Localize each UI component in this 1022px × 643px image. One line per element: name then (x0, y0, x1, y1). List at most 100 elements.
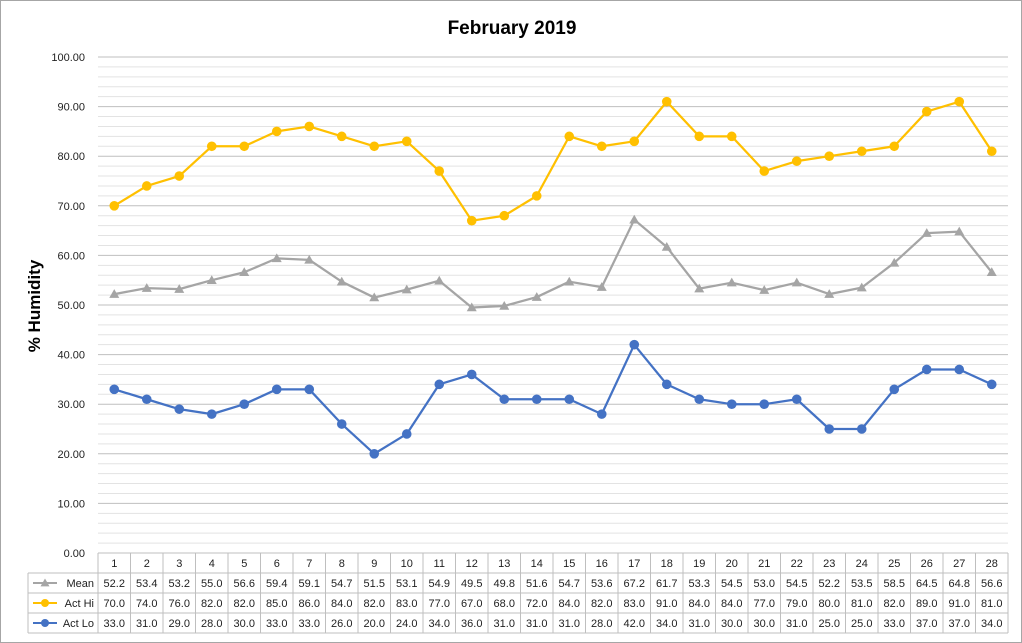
data-point-act-lo (434, 379, 445, 390)
y-tick-label: 20.00 (57, 449, 85, 461)
x-tick-label: 14 (531, 558, 543, 570)
data-label: 68.0 (494, 598, 515, 610)
x-tick-label: 27 (953, 558, 965, 570)
data-point-mean (369, 292, 380, 302)
data-label: 31.0 (136, 618, 157, 630)
x-tick-label: 25 (888, 558, 900, 570)
data-label: 29.0 (169, 618, 190, 630)
data-label: 74.0 (136, 598, 157, 610)
x-tick-label: 20 (726, 558, 738, 570)
data-label: 76.0 (169, 598, 190, 610)
data-label: 61.7 (656, 578, 677, 590)
data-point-act-hi (629, 136, 640, 147)
y-tick-label: 70.00 (57, 201, 85, 213)
data-label: 28.0 (201, 618, 222, 630)
data-point-act-lo (304, 384, 315, 395)
x-tick-label: 18 (661, 558, 673, 570)
data-label: 53.6 (591, 578, 612, 590)
data-label: 31.0 (526, 618, 547, 630)
x-tick-label: 1 (111, 558, 117, 570)
y-tick-label: 100.00 (51, 52, 85, 64)
data-label: 49.5 (461, 578, 482, 590)
x-tick-label: 16 (596, 558, 608, 570)
gridlines (98, 56, 1008, 554)
data-point-act-hi (596, 141, 607, 152)
data-point-act-hi (239, 141, 250, 152)
data-point-mean (954, 226, 965, 236)
data-point-act-hi (986, 146, 997, 157)
data-point-act-hi (499, 210, 510, 221)
data-point-act-lo (564, 394, 575, 405)
data-point-act-hi (271, 126, 282, 137)
x-tick-label: 9 (371, 558, 377, 570)
data-point-mean (661, 241, 672, 251)
data-label: 30.0 (234, 618, 255, 630)
data-label: 28.0 (591, 618, 612, 630)
data-point-act-lo (726, 399, 737, 410)
y-axis-label: % Humidity (25, 259, 44, 352)
data-point-mean (174, 284, 185, 293)
data-point-mean (856, 282, 867, 292)
data-point-act-lo (856, 424, 867, 434)
data-point-act-lo (141, 394, 152, 405)
data-label: 86.0 (299, 598, 320, 610)
legend-entry-act-lo: Act Lo (63, 618, 94, 630)
x-tick-label: 21 (758, 558, 770, 570)
data-label: 31.0 (786, 618, 807, 630)
data-label: 82.0 (591, 598, 612, 610)
data-point-mean (564, 276, 575, 286)
data-point-act-lo (921, 364, 932, 375)
data-label: 56.6 (981, 578, 1002, 590)
data-label: 82.0 (364, 598, 385, 610)
data-label: 59.1 (299, 578, 320, 590)
data-point-act-lo (369, 449, 380, 459)
data-point-mean (694, 283, 705, 293)
y-tick-label: 50.00 (57, 300, 85, 312)
y-tick-label: 10.00 (57, 498, 85, 510)
data-label: 34.0 (981, 618, 1002, 630)
data-point-act-lo (759, 399, 770, 410)
data-label: 25.0 (819, 618, 840, 630)
data-label: 33.0 (104, 618, 125, 630)
data-point-mean (466, 302, 477, 312)
x-tick-label: 2 (144, 558, 150, 570)
y-tick-label: 0.00 (64, 548, 85, 560)
data-label: 54.5 (721, 578, 742, 590)
x-tick-label: 6 (274, 558, 280, 570)
data-point-act-hi (759, 166, 770, 176)
data-label: 56.6 (234, 578, 255, 590)
data-point-act-hi (564, 131, 575, 142)
data-point-act-lo (466, 369, 477, 380)
data-label: 31.0 (494, 618, 515, 630)
data-point-act-hi (531, 191, 542, 201)
data-point-act-lo (694, 394, 705, 405)
series-line-mean (114, 218, 993, 309)
data-point-mean (596, 282, 607, 291)
data-label: 37.0 (949, 618, 970, 630)
data-label: 51.5 (364, 578, 385, 590)
data-point-act-lo (174, 404, 185, 414)
x-tick-label: 22 (791, 558, 803, 570)
data-label: 58.5 (884, 578, 905, 590)
legend-key-marker-act-lo (41, 619, 49, 627)
data-label: 55.0 (201, 578, 222, 590)
data-label: 30.0 (754, 618, 775, 630)
y-tick-label: 60.00 (57, 250, 85, 262)
data-point-mean (726, 277, 737, 287)
x-tick-label: 23 (823, 558, 835, 570)
data-point-act-hi (434, 166, 445, 176)
data-point-act-hi (141, 181, 152, 191)
data-point-mean (499, 300, 510, 310)
data-label: 82.0 (234, 598, 255, 610)
data-label: 77.0 (429, 598, 450, 610)
data-point-act-hi (401, 136, 412, 147)
data-label: 82.0 (884, 598, 905, 610)
x-tick-label: 12 (466, 558, 478, 570)
data-point-act-hi (661, 96, 672, 107)
data-label: 81.0 (981, 598, 1002, 610)
series-line-act-lo (113, 343, 993, 455)
data-label: 33.0 (266, 618, 287, 630)
data-label: 67.0 (461, 598, 482, 610)
